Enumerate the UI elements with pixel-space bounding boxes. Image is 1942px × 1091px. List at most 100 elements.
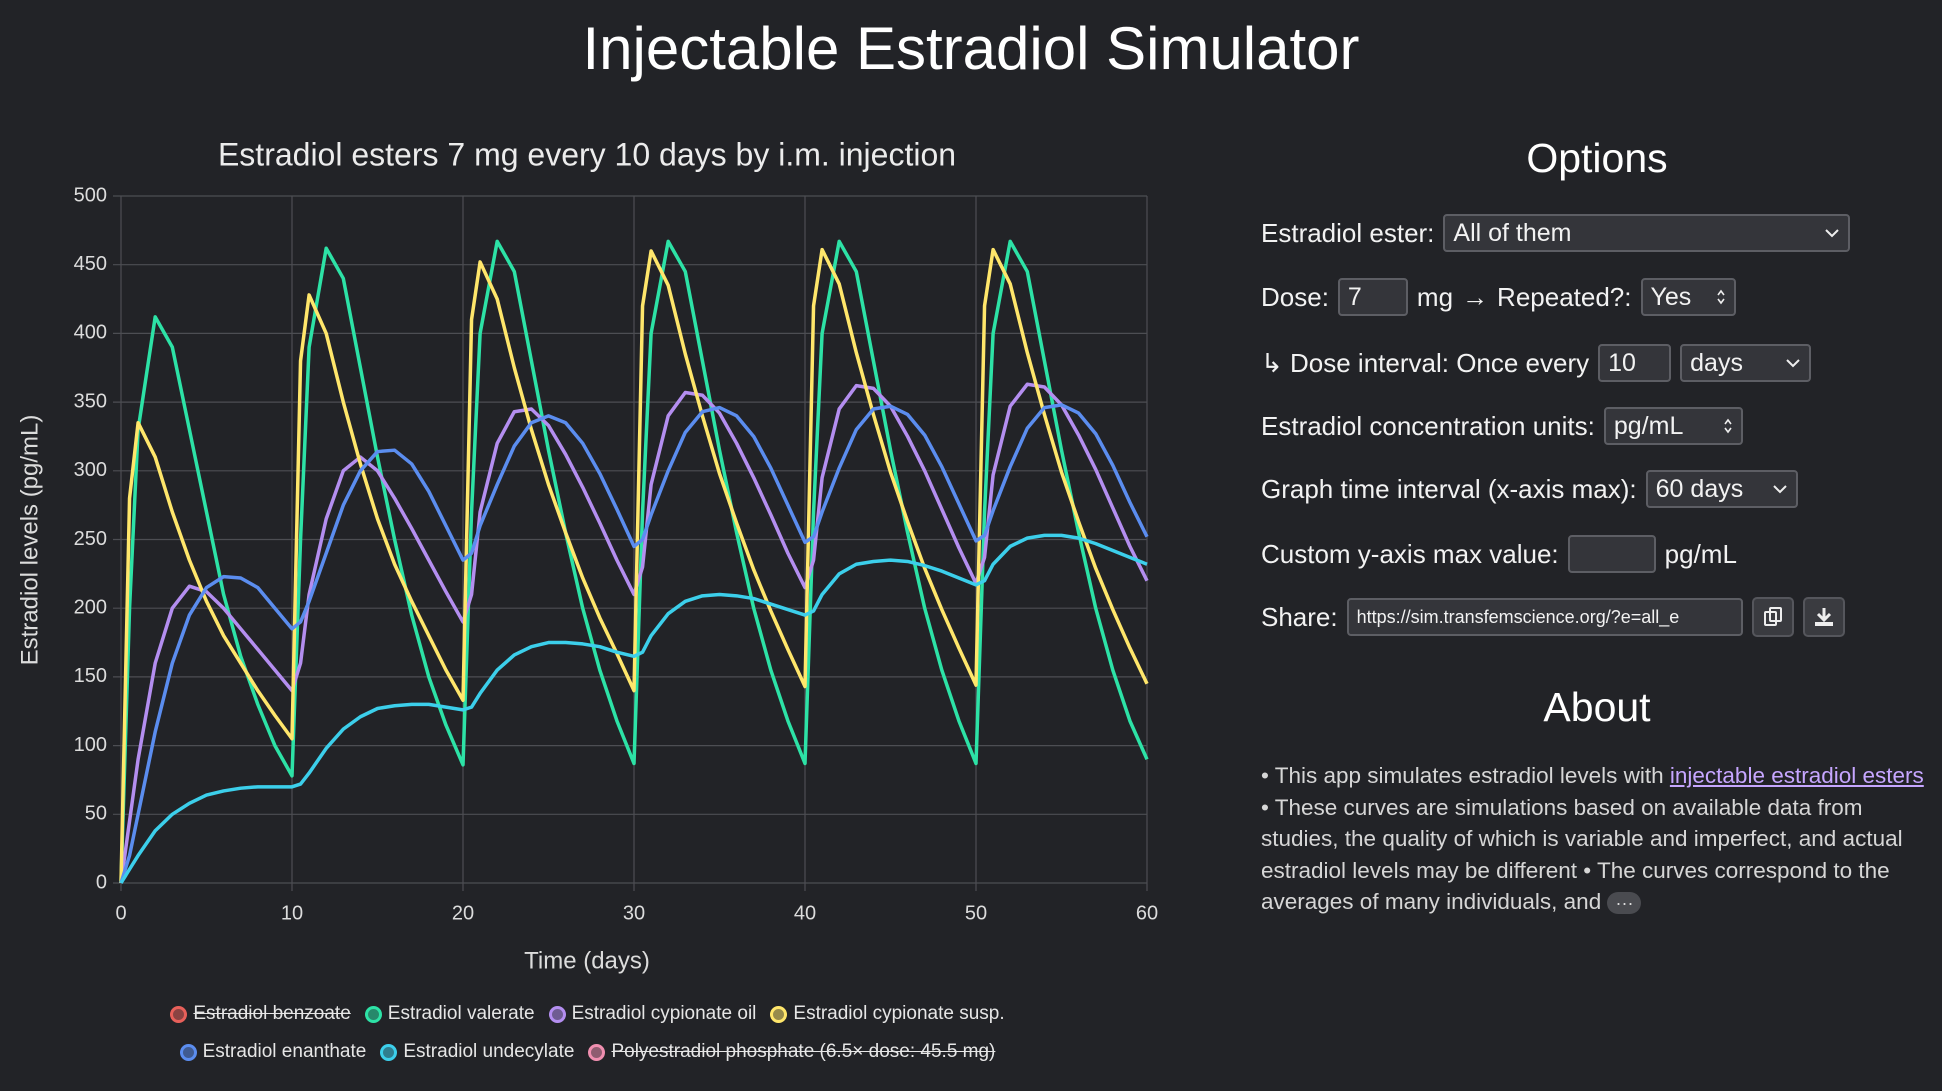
select-value: 60 days — [1655, 474, 1744, 503]
legend-label: Estradiol cypionate susp. — [793, 1003, 1005, 1024]
download-icon — [1814, 608, 1833, 626]
app-title: Injectable Estradiol Simulator — [582, 15, 1360, 82]
label: Estradiol concentration units: — [1261, 410, 1595, 441]
y-tick-label: 450 — [74, 253, 107, 275]
interval-row: ↳ Dose interval: Once every 10 days — [1261, 342, 1812, 384]
units-row: Estradiol concentration units: pg/mL — [1261, 405, 1743, 447]
ymax-row: Custom y-axis max value: pg/mL — [1261, 533, 1737, 575]
copy-icon — [1763, 607, 1782, 626]
y-tick-label: 100 — [74, 734, 107, 756]
legend: Estradiol benzoate Estradiol valerate Estr… — [0, 995, 1175, 1071]
copy-button[interactable] — [1751, 597, 1794, 637]
text: • These curves are simulations based on … — [1261, 794, 1903, 915]
x-axis-title: Time (days) — [524, 947, 650, 974]
y-tick-label: 500 — [74, 184, 107, 206]
series-line — [119, 247, 1149, 884]
legend-label: Estradiol cypionate oil — [571, 1003, 757, 1024]
legend-swatch — [770, 1005, 788, 1023]
y-tick-label: 400 — [74, 322, 107, 344]
x-tick-label: 50 — [965, 902, 987, 924]
legend-label: Estradiol valerate — [387, 1003, 535, 1024]
legend-swatch — [548, 1005, 566, 1023]
graph-select[interactable]: 60 days — [1645, 470, 1798, 508]
x-tick-label: 30 — [623, 902, 645, 924]
series-line — [119, 533, 1148, 884]
label: Share: — [1261, 601, 1338, 632]
about-heading: About — [1543, 684, 1651, 730]
legend-item[interactable]: Estradiol valerate — [364, 1003, 535, 1025]
interval-input[interactable]: 10 — [1598, 344, 1672, 382]
chevron — [1786, 359, 1800, 368]
legend-swatch — [380, 1043, 398, 1061]
select-value: pg/mL — [1613, 411, 1684, 440]
y-tick-label: 50 — [85, 803, 107, 825]
download-button[interactable] — [1802, 597, 1845, 637]
x-tick-label: 0 — [115, 902, 126, 924]
x-tick-label: 20 — [452, 902, 474, 924]
updown — [1716, 289, 1725, 305]
select-value: All of them — [1453, 218, 1572, 247]
x-tick-label: 60 — [1136, 902, 1158, 924]
legend-item[interactable]: Estradiol benzoate — [170, 1003, 351, 1025]
interval-unit-select[interactable]: days — [1680, 344, 1812, 382]
x-tick-label: 10 — [281, 902, 303, 924]
unit: pg/mL — [1664, 538, 1737, 569]
repeated-select[interactable]: Yes — [1640, 278, 1736, 316]
y-tick-label: 0 — [96, 871, 107, 893]
x-tick-label: 40 — [794, 902, 816, 924]
select-value: Yes — [1650, 282, 1692, 311]
ymax-input[interactable] — [1567, 535, 1656, 573]
legend-item[interactable]: Polyestradiol phosphate (6.5× dose: 45.5… — [588, 1041, 995, 1063]
legend-label: Estradiol benzoate — [193, 1003, 351, 1024]
select-value: days — [1690, 348, 1743, 377]
legend-item[interactable]: Estradiol enanthate — [179, 1041, 367, 1063]
link[interactable]: injectable estradiol esters — [1669, 763, 1924, 788]
legend-row: Estradiol enanthate Estradiol undecylate P… — [0, 1033, 1175, 1071]
input-value: https://sim.transfemscience.org/?e=all_e — [1356, 606, 1680, 627]
share-row: Share: https://sim.transfemscience.org/?… — [1261, 596, 1845, 638]
legend-label: Polyestradiol phosphate (6.5× dose: 45.5… — [611, 1041, 996, 1062]
y-axis-title: Estradiol levels (pg/mL) — [16, 415, 43, 666]
chart-title: Estradiol esters 7 mg every 10 days by i… — [218, 136, 956, 172]
y-tick-label: 250 — [74, 528, 107, 550]
label: Graph time interval (x-axis max): — [1261, 473, 1637, 504]
options-heading: Options — [1526, 135, 1668, 181]
share-input[interactable]: https://sim.transfemscience.org/?e=all_e — [1346, 598, 1743, 636]
legend-item[interactable]: Estradiol cypionate susp. — [770, 1003, 1005, 1025]
label: Estradiol ester: — [1261, 217, 1435, 248]
units-select[interactable]: pg/mL — [1603, 407, 1743, 445]
updown — [1724, 418, 1732, 434]
series-line — [119, 239, 1149, 884]
legend-swatch — [170, 1005, 188, 1023]
legend-item[interactable]: Estradiol cypionate oil — [548, 1003, 757, 1025]
legend-row: Estradiol benzoate Estradiol valerate Estr… — [0, 995, 1175, 1033]
label: ↳ Dose interval: Once every — [1261, 347, 1590, 378]
legend-item[interactable]: Estradiol undecylate — [380, 1041, 574, 1063]
legend-label: Estradiol enanthate — [202, 1041, 367, 1062]
legend-swatch — [364, 1005, 382, 1023]
ester-select[interactable]: All of them — [1443, 214, 1851, 252]
y-tick-label: 300 — [74, 459, 107, 481]
label: Custom y-axis max value: — [1261, 538, 1559, 569]
unit: mg — [1416, 281, 1454, 312]
y-tick-label: 150 — [74, 665, 107, 687]
label: Repeated?: — [1497, 281, 1632, 312]
arrow: → — [1462, 281, 1489, 312]
label: Dose: — [1261, 281, 1329, 312]
y-tick-label: 350 — [74, 390, 107, 412]
y-tick-label: 200 — [74, 596, 107, 618]
dose-row: Dose: 7 mg → Repeated?: Yes — [1261, 276, 1736, 318]
ester-row: Estradiol ester: All of them — [1261, 212, 1851, 254]
legend-swatch — [179, 1043, 197, 1061]
chevron — [1825, 229, 1840, 238]
legend-swatch — [588, 1043, 606, 1061]
chart: Estradiol esters 7 mg every 10 days by i… — [16, 136, 1158, 974]
graph-row: Graph time interval (x-axis max): 60 day… — [1261, 468, 1798, 510]
input-value: 10 — [1608, 348, 1636, 377]
dose-input[interactable]: 7 — [1337, 278, 1408, 316]
text: • This app simulates estradiol levels wi… — [1261, 763, 1670, 788]
about-text: • This app simulates estradiol levels wi… — [1261, 760, 1925, 918]
more-button[interactable]: ··· — [1607, 892, 1642, 915]
legend-label: Estradiol undecylate — [403, 1041, 575, 1062]
